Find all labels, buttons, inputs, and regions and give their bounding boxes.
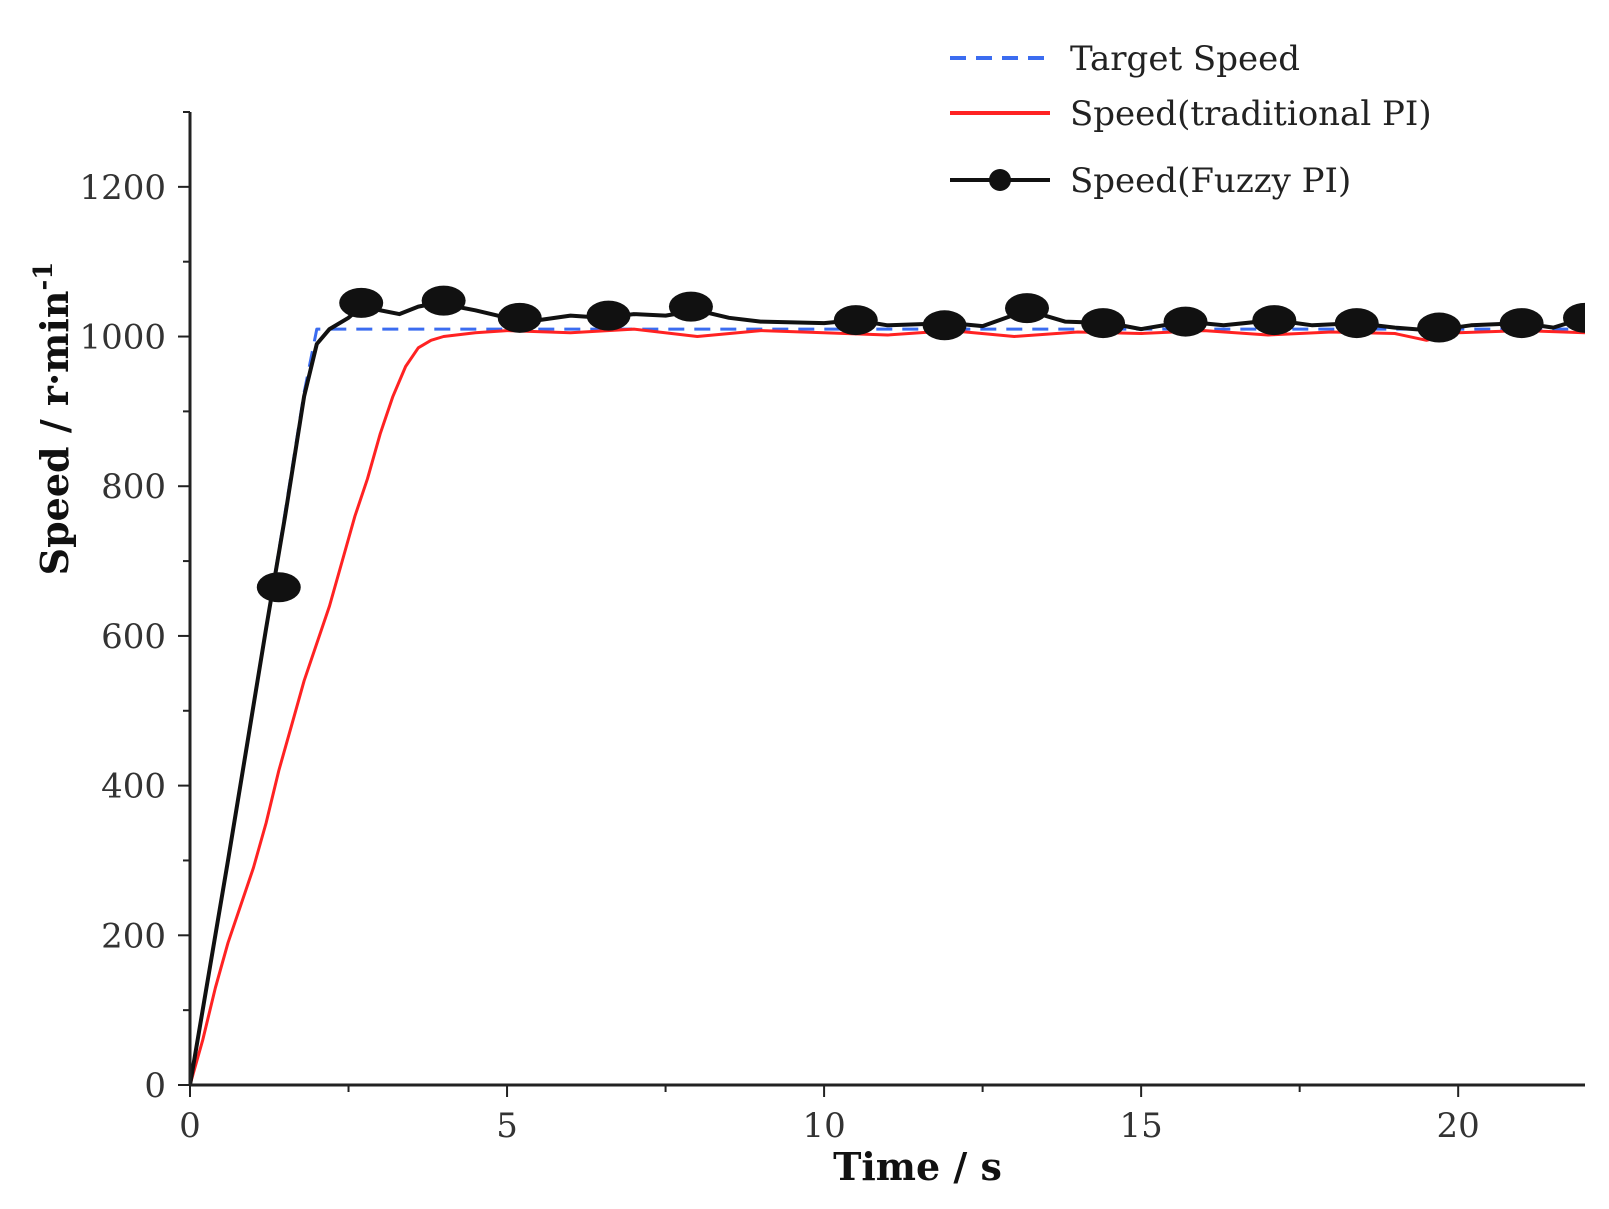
y-axis-title: Speed / r·min-1 xyxy=(29,262,77,576)
series-marker xyxy=(1499,308,1544,339)
series-marker xyxy=(586,300,631,331)
y-tick-label: 0 xyxy=(144,1066,166,1106)
series-marker xyxy=(1252,305,1297,336)
series-line-0 xyxy=(190,327,1585,1086)
series-marker xyxy=(421,285,466,316)
y-axis-title-text: Speed / r·min xyxy=(32,291,77,576)
x-tick-label: 15 xyxy=(1120,1106,1163,1146)
x-tick-label: 0 xyxy=(179,1106,201,1146)
series-marker xyxy=(497,302,542,333)
series-marker xyxy=(1081,308,1126,339)
y-tick-label: 1200 xyxy=(79,168,166,208)
series-marker xyxy=(1005,293,1049,324)
plot-area xyxy=(190,285,1585,1086)
series-line-2 xyxy=(190,300,1585,1086)
x-tick-label: 5 xyxy=(496,1106,518,1146)
series-marker xyxy=(922,310,967,341)
series-marker xyxy=(1334,308,1379,339)
x-tick-label: 20 xyxy=(1437,1106,1480,1146)
legend-marker xyxy=(989,169,1011,191)
y-axis-title-superscript: -1 xyxy=(29,262,59,291)
legend: Target Speed Speed(traditional PI) Speed(F… xyxy=(950,39,1432,201)
series-marker xyxy=(256,572,301,603)
series-marker xyxy=(1417,312,1462,343)
series-marker xyxy=(1563,302,1585,333)
y-tick-label: 800 xyxy=(101,467,166,507)
series-marker xyxy=(1163,306,1208,337)
series-line-1 xyxy=(190,327,1585,1086)
y-tick-label: 600 xyxy=(101,617,166,657)
x-tick-label: 10 xyxy=(802,1106,845,1146)
legend-label-1: Speed(traditional PI) xyxy=(1070,94,1432,134)
series-marker xyxy=(833,305,878,336)
x-axis-title: Time / s xyxy=(833,1144,1002,1189)
series-marker xyxy=(668,291,713,322)
series-marker xyxy=(339,287,384,318)
y-tick-label: 200 xyxy=(101,916,166,956)
axes: 0 200 400 600 800 1000 1200 0 5 10 15 20 xyxy=(79,111,1585,1146)
y-tick-label: 1000 xyxy=(79,318,166,358)
legend-label-2: Speed(Fuzzy PI) xyxy=(1070,161,1351,201)
legend-label-0: Target Speed xyxy=(1070,39,1300,79)
y-tick-label: 400 xyxy=(101,767,166,807)
